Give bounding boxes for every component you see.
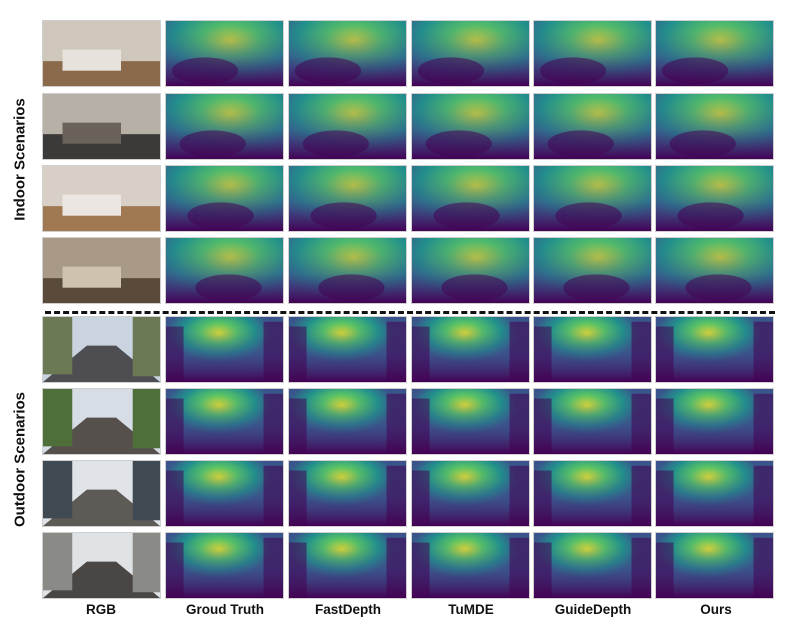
guidedepth-image-street-4 [533,532,652,599]
rgb-image-bedroom [42,20,161,87]
guidedepth-image-living-room [533,165,652,232]
column-header-tumde: TuMDE [448,602,494,617]
fastdepth-image-street-2 [288,388,407,455]
guidedepth-image-bedroom [533,20,652,87]
fastdepth-image-street-3 [288,460,407,527]
tumde-image-street-2 [411,388,530,455]
ours-image-street-4 [655,532,774,599]
ours-image-kitchen [655,237,774,304]
fastdepth-image-office [288,93,407,160]
guidedepth-image-office [533,93,652,160]
ground-truth-image-office [165,93,284,160]
rgb-image-office [42,93,161,160]
ground-truth-image-street-2 [165,388,284,455]
column-header-ground-truth: Groud Truth [186,602,264,617]
outdoor-group-label: Outdoor Scenarios [11,391,29,528]
fastdepth-image-kitchen [288,237,407,304]
ground-truth-image-living-room [165,165,284,232]
rgb-image-kitchen [42,237,161,304]
tumde-image-office [411,93,530,160]
column-header-guidedepth: GuideDepth [554,602,632,617]
guidedepth-image-street-3 [533,460,652,527]
rgb-image-street-1 [42,316,161,383]
fastdepth-image-street-4 [288,532,407,599]
indoor-outdoor-separator [45,311,775,314]
tumde-image-bedroom [411,20,530,87]
rgb-image-street-2 [42,388,161,455]
column-header-ours: Ours [700,602,732,617]
rgb-image-living-room [42,165,161,232]
column-header-fastdepth: FastDepth [314,602,381,617]
ours-image-street-2 [655,388,774,455]
tumde-image-kitchen [411,237,530,304]
fastdepth-image-living-room [288,165,407,232]
fastdepth-image-street-1 [288,316,407,383]
ground-truth-image-street-3 [165,460,284,527]
tumde-image-street-4 [411,532,530,599]
rgb-image-street-4 [42,532,161,599]
guidedepth-image-street-2 [533,388,652,455]
indoor-group-label: Indoor Scenarios [11,98,29,221]
rgb-image-street-3 [42,460,161,527]
ours-image-street-1 [655,316,774,383]
tumde-image-street-1 [411,316,530,383]
ground-truth-image-street-4 [165,532,284,599]
ground-truth-image-street-1 [165,316,284,383]
ours-image-bedroom [655,20,774,87]
guidedepth-image-kitchen [533,237,652,304]
ours-image-living-room [655,165,774,232]
tumde-image-living-room [411,165,530,232]
ours-image-office [655,93,774,160]
column-header-rgb: RGB [86,602,116,617]
ground-truth-image-bedroom [165,20,284,87]
tumde-image-street-3 [411,460,530,527]
guidedepth-image-street-1 [533,316,652,383]
ground-truth-image-kitchen [165,237,284,304]
ours-image-street-3 [655,460,774,527]
fastdepth-image-bedroom [288,20,407,87]
